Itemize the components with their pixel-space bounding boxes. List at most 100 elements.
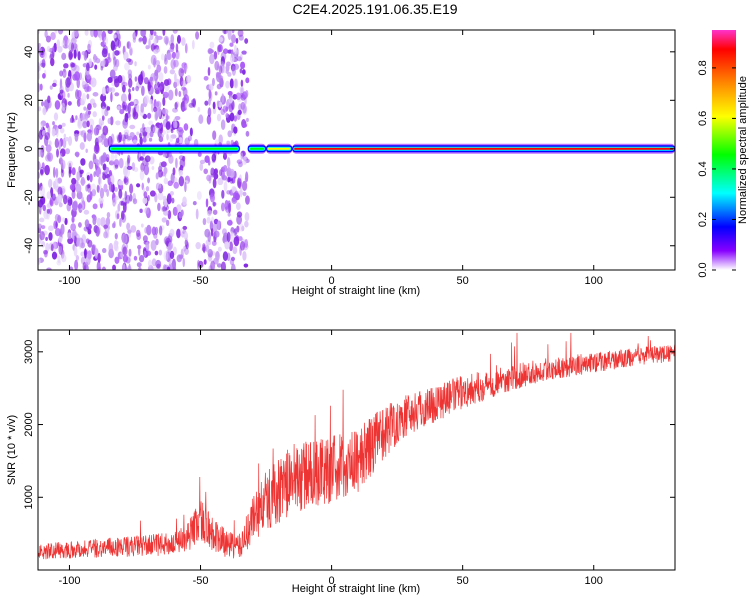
noise-speckle (240, 61, 246, 70)
noise-speckle (157, 81, 161, 88)
noise-speckle (170, 172, 176, 184)
noise-speckle (65, 77, 71, 88)
noise-speckle (38, 47, 42, 55)
noise-speckle (110, 153, 115, 162)
noise-speckle (122, 201, 127, 213)
noise-speckle (184, 64, 188, 70)
noise-speckle (109, 87, 116, 93)
noise-speckle (178, 137, 183, 144)
noise-speckle (65, 148, 71, 155)
noise-speckle (141, 85, 145, 97)
noise-speckle (74, 71, 81, 81)
noise-speckle (172, 167, 176, 176)
noise-speckle (88, 118, 95, 127)
noise-speckle (149, 130, 154, 138)
noise-speckle (233, 115, 238, 122)
noise-speckle (154, 83, 157, 91)
noise-speckle (139, 127, 145, 133)
noise-speckle (233, 126, 238, 134)
noise-speckle (166, 115, 170, 120)
noise-speckle (61, 39, 66, 48)
noise-speckle (129, 124, 136, 130)
noise-speckle (161, 217, 167, 223)
noise-speckle (42, 106, 47, 116)
noise-speckle (239, 241, 246, 251)
noise-speckle (183, 245, 186, 252)
noise-speckle (162, 91, 169, 99)
noise-speckle (84, 219, 90, 228)
noise-speckle (147, 112, 152, 119)
noise-speckle (166, 193, 172, 205)
noise-speckle (123, 165, 128, 177)
noise-speckle (172, 30, 178, 34)
noise-speckle (214, 230, 220, 238)
noise-speckle (89, 173, 93, 183)
noise-speckle (82, 121, 88, 129)
spectrogram-ytick-label: -40 (23, 238, 35, 254)
noise-speckle (75, 115, 78, 121)
noise-speckle (231, 197, 237, 202)
noise-speckle (207, 248, 213, 258)
noise-speckle (207, 210, 213, 215)
noise-speckle (44, 30, 48, 38)
noise-speckle (40, 123, 44, 131)
noise-speckle (213, 51, 218, 60)
noise-speckle (236, 56, 242, 62)
noise-speckle (46, 208, 50, 214)
noise-speckle (245, 195, 250, 205)
noise-speckle (107, 30, 113, 35)
noise-speckle (131, 162, 136, 171)
noise-speckle (51, 128, 56, 137)
noise-speckle (148, 120, 154, 126)
noise-speckle (146, 224, 152, 236)
noise-speckle (122, 254, 129, 263)
noise-speckle (42, 204, 47, 212)
noise-speckle (43, 135, 49, 147)
noise-speckle (241, 50, 247, 55)
noise-speckle (54, 138, 59, 149)
noise-speckle (61, 102, 66, 112)
noise-speckle (155, 238, 159, 246)
noise-speckle (45, 236, 48, 241)
noise-speckle (85, 254, 91, 266)
noise-speckle (112, 197, 116, 207)
noise-speckle (167, 89, 174, 101)
noise-speckle (88, 160, 94, 170)
noise-speckle (136, 104, 140, 113)
noise-speckle (75, 153, 79, 158)
noise-speckle (175, 137, 180, 143)
noise-speckle (237, 109, 242, 116)
noise-speckle (55, 221, 58, 229)
noise-speckle (90, 183, 96, 191)
noise-speckle (236, 159, 243, 165)
noise-speckle (175, 157, 178, 169)
noise-speckle (245, 77, 250, 84)
noise-speckle (198, 114, 204, 125)
noise-speckle (57, 124, 63, 130)
noise-speckle (222, 105, 228, 113)
noise-speckle (46, 267, 52, 270)
noise-speckle (145, 241, 150, 252)
noise-speckle (101, 115, 105, 121)
noise-speckle (204, 155, 210, 164)
noise-speckle (81, 81, 87, 88)
noise-speckle (132, 111, 139, 120)
noise-speckle (140, 103, 145, 113)
noise-speckle (52, 121, 55, 126)
noise-speckle (218, 134, 223, 145)
noise-speckle (81, 93, 87, 104)
noise-speckle (58, 236, 63, 243)
noise-speckle (72, 232, 78, 237)
noise-speckle (216, 113, 222, 122)
noise-speckle (53, 112, 59, 121)
noise-speckle (160, 161, 167, 168)
noise-speckle (146, 250, 152, 256)
noise-speckle (173, 59, 179, 68)
noise-speckle (170, 134, 177, 139)
noise-speckle (140, 223, 144, 228)
noise-speckle (76, 171, 81, 181)
noise-speckle (96, 185, 100, 194)
noise-speckle (147, 81, 151, 92)
carrier-band-core (294, 147, 673, 150)
noise-speckle (61, 122, 66, 127)
